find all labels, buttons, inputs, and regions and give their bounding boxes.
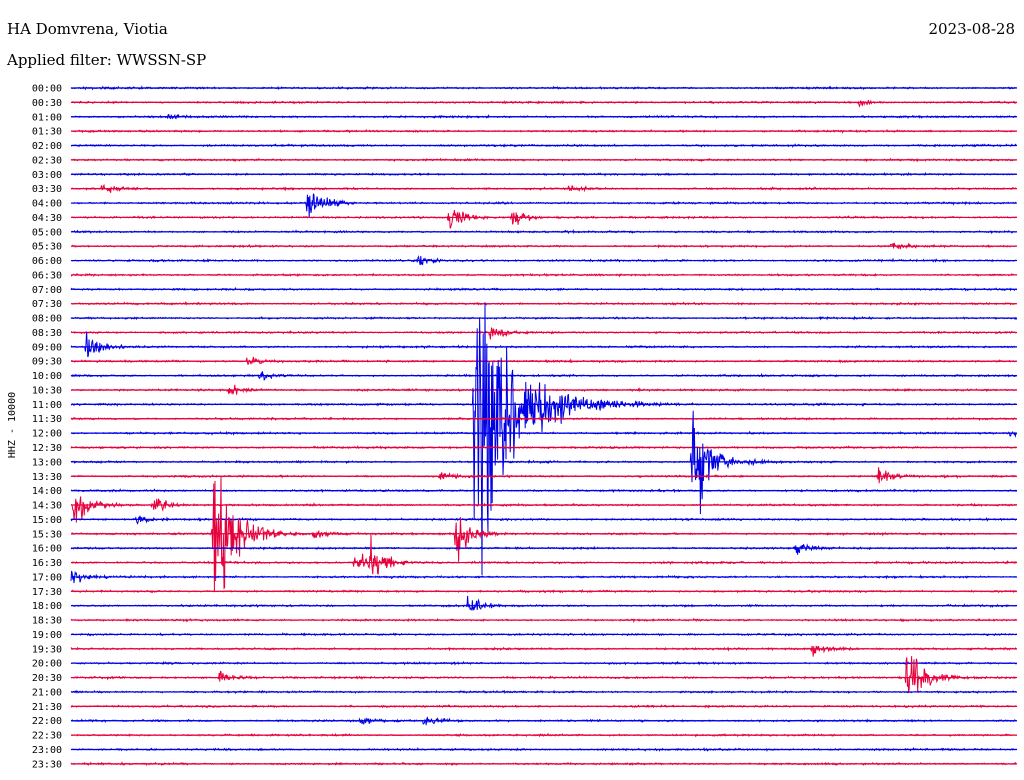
time-tick-label: 20:30 [32, 673, 62, 684]
seismogram-trace [70, 210, 1017, 229]
time-tick-label: 20:00 [32, 659, 62, 670]
seismogram-trace [70, 331, 1017, 358]
seismogram-trace [70, 645, 1018, 657]
time-tick-label: 05:30 [32, 242, 62, 253]
channel-label: HHZ - 10000 [7, 392, 18, 458]
time-tick-label: 08:30 [32, 328, 62, 339]
time-tick-label: 19:30 [32, 644, 62, 655]
time-tick-label: 06:30 [32, 270, 62, 281]
time-tick-label: 00:00 [32, 84, 62, 95]
trace-group [70, 85, 1018, 767]
time-tick-label: 21:30 [32, 702, 62, 713]
time-tick-label: 09:30 [32, 357, 62, 368]
time-tick-label: 17:30 [32, 587, 62, 598]
time-tick-label: 10:00 [32, 371, 62, 382]
time-tick-label: 23:30 [32, 759, 62, 770]
time-tick-label: 22:00 [32, 716, 62, 727]
seismogram-trace [70, 327, 1017, 340]
time-tick-label: 04:30 [32, 213, 62, 224]
time-tick-label: 06:00 [32, 256, 62, 267]
time-tick-label: 05:00 [32, 227, 62, 238]
seismogram-trace [70, 595, 1017, 611]
date-label: 2023-08-28 [928, 20, 1015, 38]
time-tick-label: 15:00 [32, 515, 62, 526]
time-tick-label: 22:30 [32, 731, 62, 742]
time-tick-label: 19:00 [32, 630, 62, 641]
time-tick-label: 12:30 [32, 443, 62, 454]
time-tick-label: 09:00 [32, 342, 62, 353]
time-tick-label: 11:00 [32, 400, 62, 411]
time-tick-label: 23:00 [32, 745, 62, 756]
seismogram-trace [70, 430, 1018, 438]
time-tick-label: 10:30 [32, 385, 62, 396]
time-tick-label: 13:00 [32, 457, 62, 468]
time-tick-label: 03:00 [32, 170, 62, 181]
seismogram-trace [70, 99, 1018, 108]
time-label-group: 00:00 00:30 01:00 01:30 02:00 02:30 03:00 03:30… [32, 84, 62, 771]
seismogram-trace [70, 193, 1017, 218]
seismogram-trace [70, 656, 1017, 694]
time-tick-label: 02:30 [32, 155, 62, 166]
time-tick-label: 16:00 [32, 544, 62, 555]
time-tick-label: 15:30 [32, 529, 62, 540]
time-tick-label: 03:30 [32, 184, 62, 195]
time-tick-label: 07:30 [32, 299, 62, 310]
time-tick-label: 18:30 [32, 616, 62, 627]
time-tick-label: 17:00 [32, 572, 62, 583]
time-tick-label: 18:00 [32, 601, 62, 612]
time-tick-label: 16:30 [32, 558, 62, 569]
time-tick-label: 13:30 [32, 472, 62, 483]
seismogram-trace [70, 356, 1017, 366]
time-tick-label: 21:00 [32, 687, 62, 698]
station-title: HA Domvrena, Viotia [7, 20, 168, 38]
time-tick-label: 04:00 [32, 199, 62, 210]
time-tick-label: 11:30 [32, 414, 62, 425]
time-tick-label: 12:00 [32, 429, 62, 440]
time-tick-label: 00:30 [32, 98, 62, 109]
time-tick-label: 14:30 [32, 501, 62, 512]
time-tick-label: 08:00 [32, 314, 62, 325]
time-tick-label: 01:30 [32, 127, 62, 138]
seismogram-trace [70, 467, 1017, 484]
time-tick-label: 02:00 [32, 141, 62, 152]
time-tick-label: 07:00 [32, 285, 62, 296]
seismogram-trace [70, 716, 1017, 726]
time-tick-label: 14:00 [32, 486, 62, 497]
filter-label: Applied filter: WWSSN-SP [7, 51, 207, 69]
time-tick-label: 01:00 [32, 112, 62, 123]
